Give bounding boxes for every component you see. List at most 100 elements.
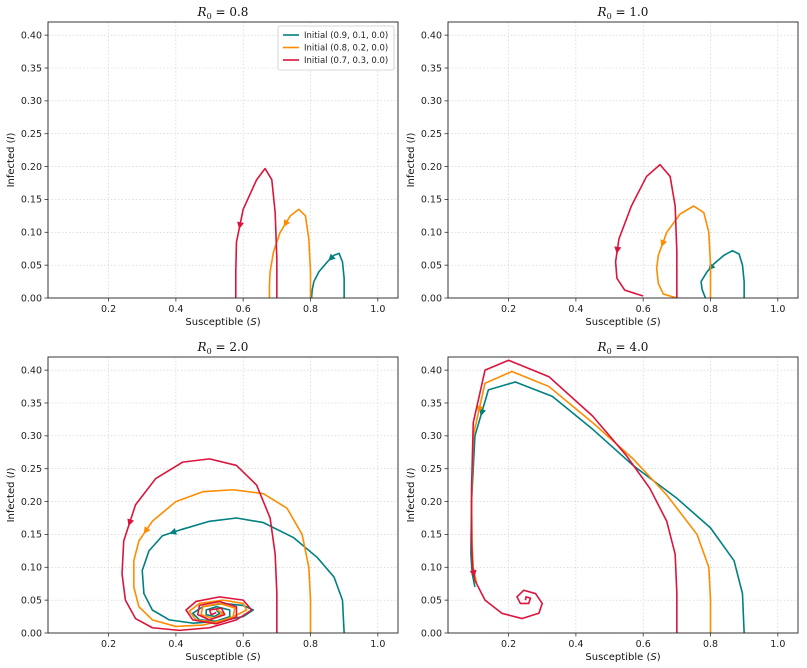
x-axis-label-var: S xyxy=(650,652,657,663)
title-symbol: R xyxy=(597,5,607,19)
y-axis-label-var: I xyxy=(6,136,17,139)
y-tick-label: 0.40 xyxy=(421,365,442,376)
y-axis-label-var: I xyxy=(406,471,417,474)
y-axis-label: Infected (I) xyxy=(6,467,17,522)
y-tick-label: 0.10 xyxy=(21,228,42,239)
title-value: = 1.0 xyxy=(612,5,649,19)
panel-4: 0.2 0.4 0.6 0.8 1.0 0.00 0.05 0.10 0.15 0.20 0.25 0… xyxy=(406,340,799,663)
series-line-3 xyxy=(614,163,678,298)
series-arrow-3 xyxy=(614,246,622,254)
plot-frame xyxy=(447,21,799,299)
y-tick-label: 0.25 xyxy=(421,464,442,475)
y-tick-label: 0.40 xyxy=(21,365,42,376)
series-line-3 xyxy=(121,458,278,633)
x-tick-label: 0.8 xyxy=(303,304,318,315)
y-tick-label: 0.10 xyxy=(421,228,442,239)
x-tick-label: 0.4 xyxy=(168,304,183,315)
x-tick-label: 0.2 xyxy=(101,304,116,315)
x-axis-label: Susceptible (S) xyxy=(585,652,660,663)
series-arrow-2 xyxy=(283,219,291,228)
y-axis-label-var: I xyxy=(6,471,17,474)
y-tick-label: 0.05 xyxy=(21,260,42,271)
y-tick-label: 0.10 xyxy=(21,563,42,574)
panel-title: R0 = 2.0 xyxy=(197,340,249,356)
title-subscript: 0 xyxy=(607,12,612,21)
title-value: = 0.8 xyxy=(212,5,249,19)
y-tick-label: 0.30 xyxy=(421,96,442,107)
y-tick-label: 0.05 xyxy=(21,595,42,606)
x-tick-label: 0.6 xyxy=(236,639,251,650)
y-tick-label: 0.10 xyxy=(421,563,442,574)
title-symbol: R xyxy=(197,5,207,19)
series-arrow-1 xyxy=(169,528,177,535)
panel-title: R0 = 0.8 xyxy=(197,5,249,21)
x-axis-label-text: Susceptible ( xyxy=(585,317,650,328)
series-arrow-2 xyxy=(660,239,668,248)
legend-entry-2: Initial (0.8, 0.2, 0.0) xyxy=(304,44,388,54)
x-tick-label: 0.4 xyxy=(168,639,183,650)
x-axis-label: Susceptible (S) xyxy=(185,652,260,663)
y-tick-label: 0.35 xyxy=(421,63,442,74)
y-axis-label-text: Infected ( xyxy=(406,139,417,187)
x-axis-label-end: ) xyxy=(657,317,661,328)
x-axis-label-end: ) xyxy=(657,652,661,663)
plot-frame xyxy=(447,356,799,634)
x-tick-label: 0.8 xyxy=(303,639,318,650)
series-arrow-3 xyxy=(469,569,477,578)
series-arrow-1 xyxy=(328,253,336,262)
x-axis-label-var: S xyxy=(250,317,257,328)
series-line-2 xyxy=(655,205,712,298)
panel-2: 0.2 0.4 0.6 0.8 1.0 0.00 0.05 0.10 0.15 0.20 0.25 0… xyxy=(406,5,799,328)
legend-box xyxy=(277,25,395,71)
y-tick-label: 0.05 xyxy=(421,595,442,606)
legend: Initial (0.9, 0.1, 0.0) Initial (0.8, 0.2… xyxy=(277,25,395,71)
title-subscript: 0 xyxy=(207,12,212,21)
series-line-1 xyxy=(310,252,345,298)
title-symbol: R xyxy=(597,340,607,354)
y-tick-label: 0.30 xyxy=(21,431,42,442)
x-tick-label: 1.0 xyxy=(770,304,785,315)
title-subscript: 0 xyxy=(607,347,612,356)
y-axis-label-text: Infected ( xyxy=(406,474,417,522)
title-value: = 4.0 xyxy=(612,340,649,354)
series-arrow-2 xyxy=(476,405,484,413)
series-line-2 xyxy=(268,208,312,298)
x-axis-label: Susceptible (S) xyxy=(185,317,260,328)
series-line-2 xyxy=(133,488,312,633)
y-tick-label: 0.20 xyxy=(21,162,42,173)
y-axis-label-end: ) xyxy=(406,132,417,136)
title-symbol: R xyxy=(197,340,207,354)
y-tick-label: 0.20 xyxy=(421,162,442,173)
y-axis-label-end: ) xyxy=(406,467,417,471)
panel-title: R0 = 1.0 xyxy=(597,5,649,21)
x-tick-label: 0.2 xyxy=(501,304,516,315)
y-tick-label: 0.20 xyxy=(421,497,442,508)
series-line-3 xyxy=(470,359,678,633)
y-tick-label: 0.35 xyxy=(21,63,42,74)
series-line-1 xyxy=(470,381,745,633)
plot-frame xyxy=(47,21,399,299)
y-tick-label: 0.30 xyxy=(421,431,442,442)
x-tick-label: 1.0 xyxy=(770,639,785,650)
x-tick-label: 1.0 xyxy=(370,304,385,315)
series-line-3 xyxy=(234,167,278,298)
x-axis-label-var: S xyxy=(250,652,257,663)
x-tick-label: 0.6 xyxy=(636,639,651,650)
series-arrow-3 xyxy=(127,518,135,527)
y-tick-label: 0.15 xyxy=(21,530,42,541)
y-tick-label: 0.35 xyxy=(421,398,442,409)
y-axis-label-var: I xyxy=(406,136,417,139)
x-axis-label: Susceptible (S) xyxy=(585,317,660,328)
y-tick-label: 0.00 xyxy=(421,293,442,304)
x-tick-label: 0.4 xyxy=(568,304,583,315)
series-arrow-3 xyxy=(237,221,244,230)
y-tick-label: 0.30 xyxy=(21,96,42,107)
y-tick-label: 0.25 xyxy=(21,129,42,140)
y-tick-label: 0.15 xyxy=(21,195,42,206)
y-tick-label: 0.40 xyxy=(21,30,42,41)
title-subscript: 0 xyxy=(207,347,212,356)
y-tick-label: 0.00 xyxy=(21,628,42,639)
panel-title: R0 = 4.0 xyxy=(597,340,649,356)
y-tick-label: 0.40 xyxy=(421,30,442,41)
y-axis-label-text: Infected ( xyxy=(6,474,17,522)
